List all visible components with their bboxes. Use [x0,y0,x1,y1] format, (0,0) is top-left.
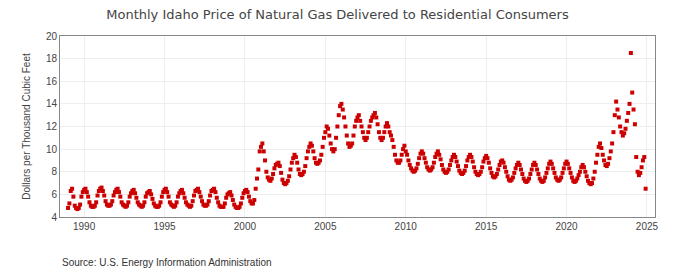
svg-text:10: 10 [46,144,58,155]
svg-text:12: 12 [46,121,58,132]
svg-text:16: 16 [46,76,58,87]
svg-text:1995: 1995 [153,221,176,232]
svg-text:4: 4 [51,212,57,223]
svg-text:1990: 1990 [73,221,96,232]
svg-text:Source: U.S. Energy Informatio: Source: U.S. Energy Information Administ… [62,257,272,268]
svg-text:2025: 2025 [636,221,659,232]
svg-text:6: 6 [51,189,57,200]
svg-text:8: 8 [51,166,57,177]
svg-text:2020: 2020 [555,221,578,232]
svg-text:20: 20 [46,31,58,42]
svg-text:2015: 2015 [475,221,498,232]
svg-text:14: 14 [46,98,58,109]
svg-text:2000: 2000 [234,221,257,232]
svg-text:2010: 2010 [395,221,418,232]
svg-text:2005: 2005 [314,221,337,232]
svg-text:18: 18 [46,53,58,64]
svg-text:Dollars per Thousand Cubic Fee: Dollars per Thousand Cubic Feet [21,53,32,200]
svg-text:Monthly Idaho Price of Natural: Monthly Idaho Price of Natural Gas Deliv… [106,7,569,22]
